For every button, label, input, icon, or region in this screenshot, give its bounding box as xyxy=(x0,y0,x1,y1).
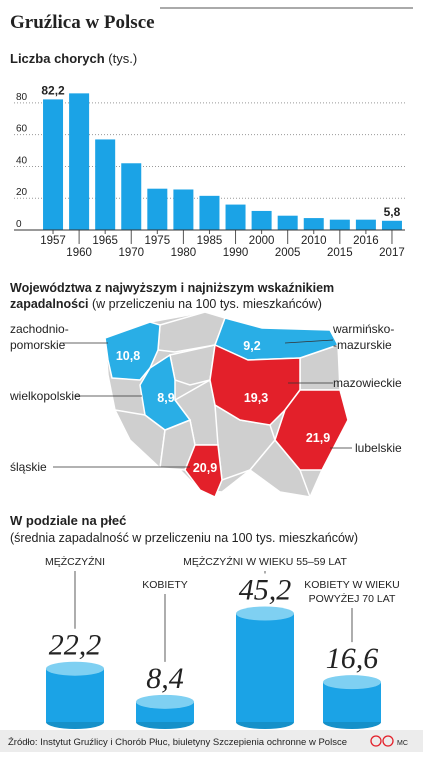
y-tick-label: 0 xyxy=(16,219,22,230)
category-label: POWYŻEJ 70 LAT xyxy=(309,592,396,605)
y-tick-label: 80 xyxy=(16,92,28,103)
category-label: MĘŻCZYŹNI W WIEKU 55–59 LAT xyxy=(183,555,347,568)
bar xyxy=(381,220,402,230)
region-name: lubelskie xyxy=(355,441,402,455)
x-tick-label: 1985 xyxy=(197,235,223,247)
x-tick-label: 1965 xyxy=(92,235,118,247)
value-label: 45,2 xyxy=(239,574,292,607)
y-tick-label: 60 xyxy=(16,124,28,135)
credit: MC xyxy=(397,740,408,747)
cylinder-top xyxy=(46,661,104,676)
region-name: warmińsko- xyxy=(332,322,394,336)
x-tick-label: 1990 xyxy=(223,247,249,259)
x-tick-label: 2015 xyxy=(327,247,353,259)
region-value: 8,9 xyxy=(157,391,174,405)
x-tick-label: 1960 xyxy=(66,247,92,259)
region-value: 21,9 xyxy=(306,431,330,445)
x-tick-label: 1970 xyxy=(118,247,144,259)
region-name: -mazurskie xyxy=(333,338,392,352)
cylinder-top xyxy=(236,606,294,621)
cylinder xyxy=(236,613,294,722)
bar xyxy=(355,219,376,230)
value-label: 22,2 xyxy=(49,629,102,662)
map-title: Województwa z najwyższym i najniższym ws… xyxy=(10,281,334,295)
y-tick-label: 40 xyxy=(16,155,28,166)
logo xyxy=(370,735,382,747)
bar xyxy=(251,210,272,230)
region-highlight xyxy=(184,444,223,499)
bar xyxy=(277,215,298,230)
x-tick-label: 2010 xyxy=(301,235,327,247)
bar xyxy=(43,99,64,230)
bar xyxy=(95,139,116,230)
region-name: mazowieckie xyxy=(333,376,402,390)
x-tick-label: 2000 xyxy=(249,235,275,247)
region-name: pomorskie xyxy=(10,338,66,352)
region-value: 20,9 xyxy=(193,461,217,475)
x-tick-label: 1957 xyxy=(40,235,66,247)
bar xyxy=(121,163,142,230)
category-label: MĘŻCZYŹNI xyxy=(45,555,105,568)
source: Źródło: Instytut Gruźlicy i Chorób Płuc,… xyxy=(8,737,347,748)
bar xyxy=(173,189,194,230)
region-name: wielkopolskie xyxy=(9,389,81,403)
value-label: 5,8 xyxy=(384,205,401,219)
section-title: Liczba chorych (tys.) xyxy=(10,51,137,66)
bar xyxy=(303,218,324,230)
region-name: zachodnio- xyxy=(10,322,69,336)
bar-title: Liczba chorych xyxy=(10,51,105,66)
cylinder xyxy=(46,668,104,722)
map-title-line: zapadalności xyxy=(10,297,89,311)
region-value: 9,2 xyxy=(243,339,260,353)
value-label: 82,2 xyxy=(41,83,65,97)
bar xyxy=(329,219,350,230)
x-tick-label: 1980 xyxy=(171,247,197,259)
region-highlight xyxy=(274,389,349,471)
logo xyxy=(382,735,394,747)
x-tick-label: 2017 xyxy=(379,247,405,259)
leader-line xyxy=(284,339,334,344)
y-tick-label: 20 xyxy=(16,187,28,198)
region-highlight xyxy=(139,353,192,431)
category-label: KOBIETY xyxy=(142,579,188,591)
map xyxy=(104,311,349,499)
category-label: KOBIETY W WIEKU xyxy=(304,579,399,591)
bar xyxy=(225,204,246,230)
region-value: 10,8 xyxy=(116,349,140,363)
bar xyxy=(147,188,168,230)
x-tick-label: 1975 xyxy=(145,235,171,247)
cyl-subtitle: (średnia zapadalność w przeliczeniu na 1… xyxy=(10,531,358,545)
x-tick-label: 2005 xyxy=(275,247,301,259)
main-title: Gruźlica w Polsce xyxy=(10,12,155,33)
source-bg xyxy=(0,730,423,752)
region-name: śląskie xyxy=(10,460,47,474)
cyl-title: W podziale na płeć xyxy=(10,513,126,528)
map-subtitle: (w przeliczeniu na 100 tys. mieszkańców) xyxy=(92,297,322,311)
region-value: 19,3 xyxy=(244,391,268,405)
cylinder-top xyxy=(136,694,194,709)
region-highlight xyxy=(209,343,301,426)
bar xyxy=(199,195,220,230)
bar xyxy=(69,93,90,230)
value-label: 16,6 xyxy=(326,642,379,675)
x-tick-label: 2016 xyxy=(353,235,379,247)
value-label: 8,4 xyxy=(146,662,184,695)
bar-unit: (tys.) xyxy=(108,51,137,66)
cylinder-top xyxy=(323,675,381,690)
map-title: zapadalności (w przeliczeniu na 100 tys.… xyxy=(10,297,322,311)
